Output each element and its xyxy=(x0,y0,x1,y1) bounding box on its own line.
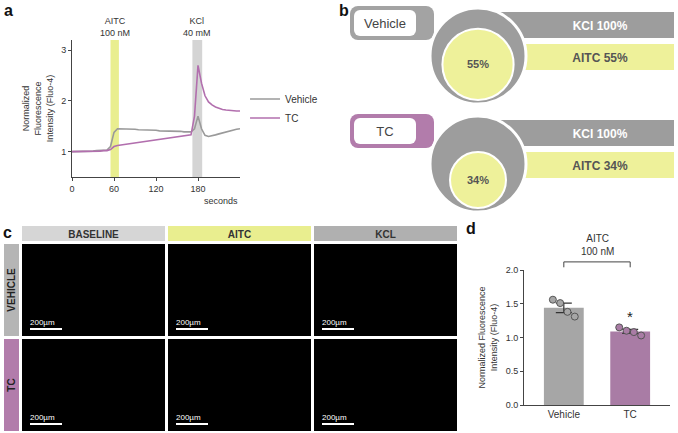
svg-text:2.0: 2.0 xyxy=(506,265,519,275)
svg-text:Vehicle: Vehicle xyxy=(364,16,406,31)
svg-text:KCl 100%: KCl 100% xyxy=(573,127,628,141)
svg-text:1: 1 xyxy=(61,147,66,157)
svg-text:seconds: seconds xyxy=(204,196,238,206)
svg-text:1.5: 1.5 xyxy=(506,299,519,309)
svg-text:c: c xyxy=(3,224,12,241)
svg-text:Normalized FluorescenceIntensi: Normalized FluorescenceIntensity (Fluo-4… xyxy=(477,286,499,388)
svg-text:KCL: KCL xyxy=(375,229,396,240)
svg-text:55%: 55% xyxy=(467,58,489,70)
svg-text:60: 60 xyxy=(109,184,119,194)
svg-text:TC: TC xyxy=(6,378,17,391)
svg-text:1.0: 1.0 xyxy=(506,333,519,343)
svg-text:VEHICLE: VEHICLE xyxy=(6,268,17,312)
svg-text:200µm: 200µm xyxy=(30,318,55,327)
svg-text:TC: TC xyxy=(376,124,393,139)
svg-text:KCl40 mM: KCl40 mM xyxy=(183,16,211,38)
svg-text:AITC 34%: AITC 34% xyxy=(572,159,628,173)
svg-text:AITC: AITC xyxy=(228,229,251,240)
svg-text:34%: 34% xyxy=(467,174,489,186)
svg-text:0.0: 0.0 xyxy=(506,400,519,410)
svg-text:3: 3 xyxy=(61,45,66,55)
svg-text:200µm: 200µm xyxy=(176,318,201,327)
svg-text:*: * xyxy=(627,308,633,325)
svg-text:Vehicle: Vehicle xyxy=(285,94,318,105)
svg-text:200µm: 200µm xyxy=(30,413,55,422)
svg-text:b: b xyxy=(339,2,349,19)
svg-text:AITC100 nM: AITC100 nM xyxy=(100,16,130,38)
html-text:d: d xyxy=(466,220,476,237)
svg-text:0: 0 xyxy=(69,184,74,194)
svg-text:KCl 100%: KCl 100% xyxy=(573,19,628,33)
svg-text:NormalizedFluorescenceIntensit: NormalizedFluorescenceIntensity (Fluo-4) xyxy=(21,75,54,143)
html-text:a: a xyxy=(4,2,13,19)
svg-text:TC: TC xyxy=(624,409,637,420)
svg-text:200µm: 200µm xyxy=(322,318,347,327)
svg-text:200µm: 200µm xyxy=(322,413,347,422)
svg-text:180: 180 xyxy=(190,184,205,194)
svg-text:AITC 55%: AITC 55% xyxy=(572,51,628,65)
svg-text:0.5: 0.5 xyxy=(506,366,519,376)
svg-text:TC: TC xyxy=(285,113,298,124)
svg-text:120: 120 xyxy=(148,184,163,194)
svg-text:BASELINE: BASELINE xyxy=(68,229,119,240)
svg-text:200µm: 200µm xyxy=(176,413,201,422)
svg-text:Vehicle: Vehicle xyxy=(548,409,581,420)
svg-text:2: 2 xyxy=(61,96,66,106)
svg-text:AITC100 nM: AITC100 nM xyxy=(581,233,614,257)
